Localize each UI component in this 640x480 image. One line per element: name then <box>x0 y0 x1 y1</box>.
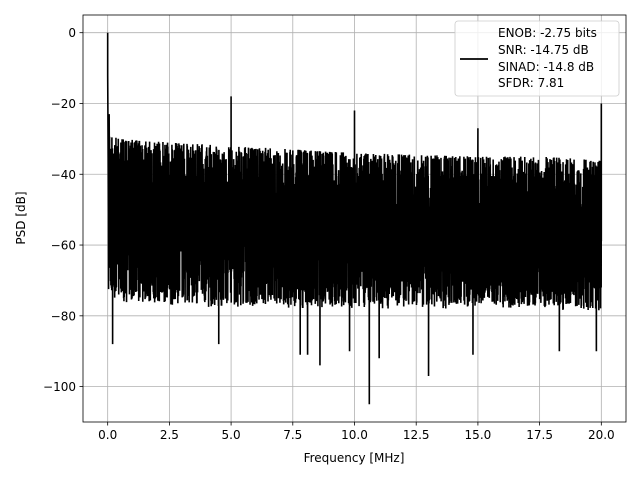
legend-entry-snr: SNR: -14.75 dB <box>498 43 589 57</box>
x-tick-label: 10.0 <box>341 428 368 442</box>
y-axis-label: PSD [dB] <box>14 191 28 244</box>
y-tick-label: 0 <box>68 26 76 40</box>
x-tick-label: 15.0 <box>465 428 492 442</box>
x-tick-label: 20.0 <box>588 428 615 442</box>
x-tick-label: 12.5 <box>403 428 430 442</box>
legend-box <box>454 20 620 97</box>
y-tick-label: −100 <box>43 380 76 394</box>
y-tick-label: −40 <box>51 168 76 182</box>
x-tick-label: 17.5 <box>526 428 553 442</box>
legend-entry-sinad: SINAD: -14.8 dB <box>498 60 594 74</box>
y-tick-label: −20 <box>51 97 76 111</box>
y-tick-label: −80 <box>51 309 76 323</box>
legend-entry-sfdr: SFDR: 7.81 <box>498 76 564 90</box>
y-tick-label: −60 <box>51 239 76 253</box>
x-tick-label: 7.5 <box>283 428 302 442</box>
x-axis-ticks: 0.0 2.5 5.0 7.5 10.0 12.5 15.0 17.5 20.0 <box>98 422 615 442</box>
legend-entry-enob: ENOB: -2.75 bits <box>498 26 597 40</box>
y-axis-ticks: 0 −20 −40 −60 −80 −100 <box>43 26 83 394</box>
plot-area <box>106 32 603 405</box>
legend: ENOB: -2.75 bits SNR: -14.75 dB SINAD: -… <box>454 20 620 97</box>
x-tick-label: 2.5 <box>160 428 179 442</box>
x-axis-label: Frequency [MHz] <box>304 451 405 465</box>
series-line-psd <box>106 32 603 405</box>
x-tick-label: 0.0 <box>98 428 117 442</box>
x-tick-label: 5.0 <box>222 428 241 442</box>
